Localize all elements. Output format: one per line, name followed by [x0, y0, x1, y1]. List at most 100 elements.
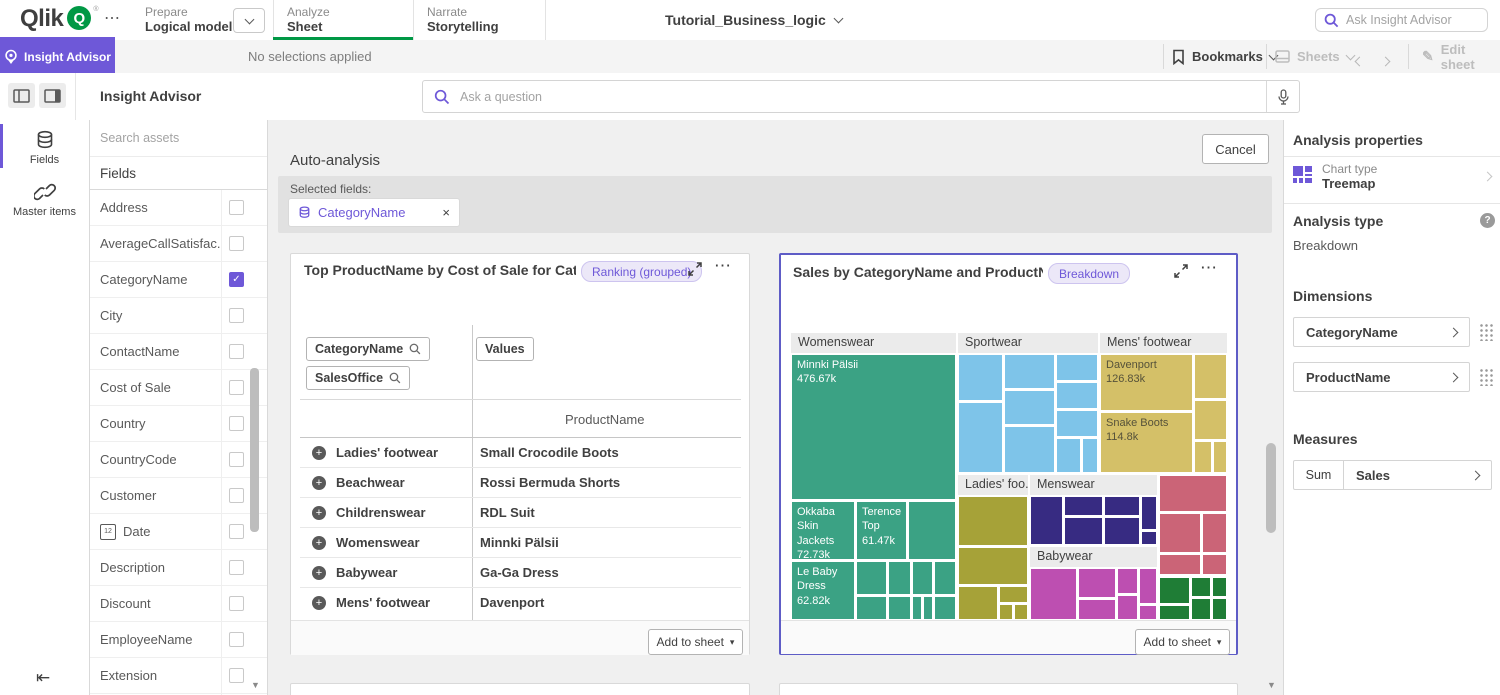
chevron-right-icon[interactable] — [1483, 172, 1493, 182]
treemap-cell[interactable] — [958, 547, 1028, 585]
global-menu-icon[interactable]: ⋯ — [104, 8, 121, 28]
field-list-item[interactable]: Description — [90, 550, 267, 586]
field-checkbox[interactable] — [229, 560, 244, 575]
treemap-cell[interactable] — [1117, 568, 1138, 594]
treemap-cell[interactable] — [1202, 554, 1227, 575]
bookmarks-button[interactable]: Bookmarks — [1172, 40, 1277, 73]
field-list-item[interactable]: City — [90, 298, 267, 334]
field-list-item[interactable]: Country — [90, 406, 267, 442]
treemap-cell[interactable] — [1004, 390, 1055, 425]
treemap-cell[interactable] — [856, 596, 887, 620]
search-assets-input[interactable]: Search assets — [90, 120, 267, 157]
treemap-cell[interactable] — [1056, 410, 1098, 437]
field-checkbox[interactable] — [229, 596, 244, 611]
treemap-cell[interactable] — [1159, 513, 1201, 553]
treemap-cell[interactable] — [934, 561, 956, 595]
field-list-item[interactable]: Discount — [90, 586, 267, 622]
fields-scrollbar-thumb[interactable] — [250, 368, 259, 532]
treemap-cell[interactable] — [1056, 354, 1098, 381]
treemap-cell[interactable] — [1030, 496, 1063, 545]
field-checkbox[interactable] — [229, 416, 244, 431]
next-sheet-icon[interactable] — [1382, 52, 1389, 70]
card-menu-icon[interactable]: ⋯ — [1200, 258, 1218, 278]
help-icon[interactable]: ? — [1480, 213, 1495, 228]
treemap-cell[interactable] — [1191, 577, 1211, 597]
values-pill[interactable]: Values — [476, 337, 534, 361]
scroll-down-icon[interactable]: ▼ — [1267, 680, 1276, 690]
treemap-cell[interactable] — [1064, 517, 1103, 545]
qlik-logo[interactable]: Qlik Q ® — [20, 6, 99, 32]
treemap-cell[interactable] — [923, 596, 933, 620]
treemap-cell[interactable] — [1159, 475, 1227, 512]
category-filter-pill[interactable]: CategoryName — [306, 337, 430, 361]
expand-plus-icon[interactable]: + — [312, 476, 326, 490]
cancel-button[interactable]: Cancel — [1202, 134, 1269, 164]
selected-field-chip[interactable]: CategoryName × — [288, 198, 460, 227]
table-row[interactable]: +Ladies' footwearSmall Crocodile Boots — [300, 438, 741, 468]
expand-icon[interactable] — [1174, 264, 1188, 278]
treemap-cell[interactable] — [1194, 441, 1212, 473]
toggle-right-panel-button[interactable] — [39, 83, 66, 108]
remove-field-icon[interactable]: × — [442, 205, 450, 220]
drag-handle-icon[interactable] — [1479, 368, 1494, 386]
treemap-cell[interactable] — [1104, 517, 1140, 545]
toggle-left-panel-button[interactable] — [8, 83, 35, 108]
treemap-cell[interactable] — [1064, 496, 1103, 516]
treemap-cell[interactable] — [888, 561, 911, 595]
field-checkbox[interactable] — [229, 668, 244, 683]
treemap-cell[interactable] — [1056, 438, 1081, 473]
treemap-cell[interactable] — [934, 596, 956, 620]
field-list-item[interactable]: AverageCallSatisfac... — [90, 226, 267, 262]
treemap-cell[interactable]: Okkaba Skin Jackets72.73k — [791, 501, 855, 560]
treemap-cell[interactable] — [856, 561, 887, 595]
field-list-item[interactable]: CountryCode — [90, 442, 267, 478]
treemap-cell[interactable] — [1159, 605, 1190, 620]
treemap-cell[interactable] — [999, 604, 1013, 620]
drag-handle-icon[interactable] — [1479, 323, 1494, 341]
treemap-cell[interactable] — [1212, 577, 1227, 597]
treemap-cell[interactable] — [1159, 577, 1190, 604]
card-menu-icon[interactable]: ⋯ — [714, 256, 732, 276]
treemap-cell[interactable] — [1004, 426, 1055, 473]
treemap-cell[interactable] — [908, 501, 956, 560]
rail-tab-master-items[interactable]: Master items — [0, 182, 89, 218]
dimension-pill[interactable]: ProductName — [1293, 362, 1470, 392]
treemap-cell[interactable] — [1139, 568, 1157, 604]
table-row[interactable]: +ChildrenswearRDL Suit — [300, 498, 741, 528]
previous-sheet-icon[interactable] — [1356, 52, 1363, 70]
treemap-cell[interactable] — [999, 586, 1028, 603]
treemap-cell[interactable] — [1078, 568, 1116, 598]
treemap-group-header[interactable]: Menswear — [1030, 475, 1157, 495]
rail-tab-fields[interactable]: Fields — [0, 130, 89, 166]
field-checkbox[interactable] — [229, 452, 244, 467]
treemap-cell[interactable]: Le Baby Dress62.82k — [791, 561, 855, 620]
field-checkbox[interactable] — [229, 308, 244, 323]
treemap-cell[interactable] — [1159, 554, 1201, 575]
app-title[interactable]: Tutorial_Business_logic — [665, 12, 842, 28]
field-list-item[interactable]: CategoryName✓ — [90, 262, 267, 298]
field-checkbox[interactable] — [229, 200, 244, 215]
treemap-cell[interactable] — [1014, 604, 1028, 620]
treemap-cell[interactable] — [958, 496, 1028, 546]
treemap-cell[interactable] — [1082, 438, 1098, 473]
expand-plus-icon[interactable]: + — [312, 446, 326, 460]
tab-prepare[interactable]: Prepare Logical model — [145, 5, 232, 35]
table-row[interactable]: +BeachwearRossi Bermuda Shorts — [300, 468, 741, 498]
field-list-item[interactable]: Address — [90, 190, 267, 226]
tab-analyze[interactable]: Analyze Sheet — [287, 5, 330, 35]
treemap-cell[interactable] — [888, 596, 911, 620]
field-checkbox[interactable] — [229, 344, 244, 359]
collapse-panel-icon[interactable]: ⇤ — [36, 668, 50, 688]
treemap-cell[interactable] — [1194, 400, 1227, 440]
treemap-group-header[interactable]: Mens' footwear — [1100, 333, 1227, 353]
field-list-item[interactable]: 12Date — [90, 514, 267, 550]
treemap-group-header[interactable]: Womenswear — [791, 333, 956, 353]
expand-plus-icon[interactable]: + — [312, 566, 326, 580]
field-list-item[interactable]: EmployeeName — [90, 622, 267, 658]
treemap-cell[interactable]: Terence Top61.47k — [856, 501, 907, 560]
field-checkbox[interactable] — [229, 380, 244, 395]
edit-sheet-button[interactable]: ✎ Edit sheet — [1422, 40, 1500, 73]
expand-plus-icon[interactable]: + — [312, 536, 326, 550]
salesoffice-filter-pill[interactable]: SalesOffice — [306, 366, 410, 390]
treemap-cell[interactable] — [1078, 599, 1116, 620]
